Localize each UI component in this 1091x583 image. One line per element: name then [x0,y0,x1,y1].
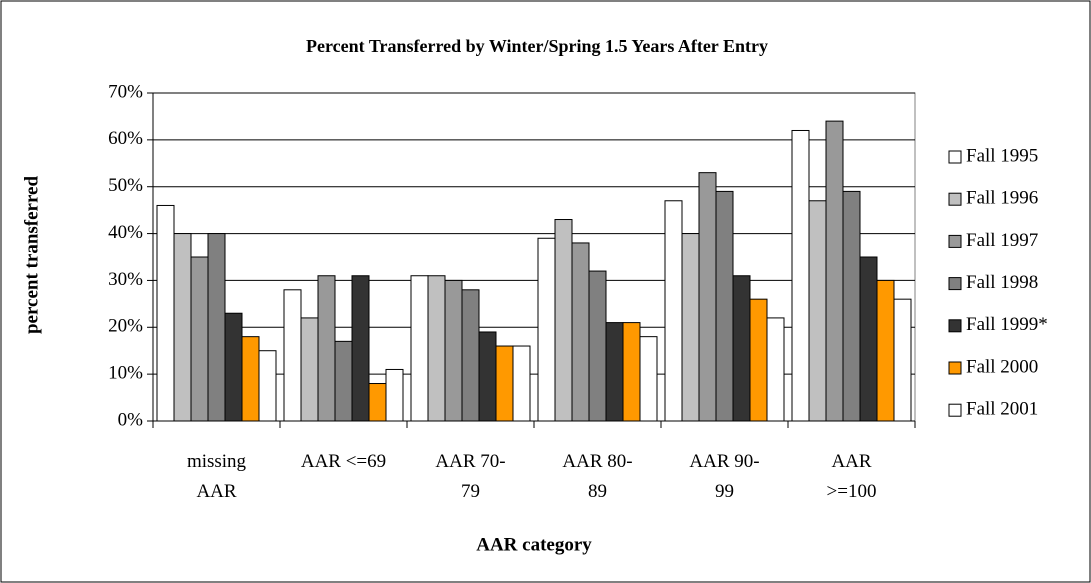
y-tick-label: 40% [108,222,143,243]
bar [554,219,573,422]
legend-label: Fall 1996 [966,188,1038,209]
bar [410,275,429,422]
bar [368,383,387,422]
y-axis-label: percent transferred [21,176,42,335]
bar [766,317,785,422]
x-tick-label: AAR 90-99 [689,451,760,502]
legend-label: Fall 1998 [966,272,1038,293]
x-tick-label: AAR <=69 [300,451,387,472]
bar [825,120,844,422]
legend-label: Fall 2001 [966,399,1038,420]
bar [681,233,700,422]
bar [537,237,556,422]
legend-swatch [948,319,962,333]
bar [571,242,590,422]
x-axis-label: AAR category [476,534,592,555]
bar [334,340,353,422]
bar [791,129,810,422]
y-tick-label: 70% [108,81,143,102]
bar [258,350,277,422]
bar [664,200,683,422]
bar [876,279,895,422]
bar [156,204,175,422]
legend-label: Fall 2000 [966,356,1038,377]
bar [495,345,514,422]
y-tick-label: 20% [108,316,143,337]
bar [893,298,912,422]
bar [283,289,302,422]
y-tick-label: 10% [108,363,143,384]
y-tick-label: 30% [108,269,143,290]
bar [605,322,624,422]
bar [639,336,658,422]
legend-label: Fall 1999* [966,314,1048,335]
chart-title: Percent Transferred by Winter/Spring 1.5… [306,36,768,56]
bar [300,317,319,422]
bar [622,322,641,422]
bar [385,368,404,422]
bar [808,200,827,422]
y-tick-label: 0% [118,409,144,430]
bar [478,331,497,422]
bar [444,279,463,422]
bar [317,275,336,422]
legend-swatch [948,277,962,291]
bar [842,190,861,422]
legend-swatch [948,361,962,375]
legend-swatch [948,192,962,206]
bar [749,298,768,422]
legend-label: Fall 1995 [966,145,1038,166]
legend-swatch [948,234,962,248]
bar [224,312,243,422]
plot-area [152,92,916,422]
bar [512,345,531,422]
bar [241,336,260,422]
bar [427,275,446,422]
bar [732,275,751,422]
legend-swatch [948,150,962,164]
x-tick-label: AAR >=100 [826,451,877,502]
bar [461,289,480,422]
y-tick-label: 60% [108,128,143,149]
bar [207,233,226,422]
x-tick-label: AAR 80-89 [562,451,633,502]
bar [715,190,734,422]
bar [859,256,878,422]
bar [173,233,192,422]
y-tick-label: 50% [108,175,143,196]
bar [351,275,370,422]
bar [588,270,607,422]
bar [698,172,717,422]
x-tick-label: missing AAR [186,451,247,502]
x-tick-label: AAR 70-79 [435,451,506,502]
legend-label: Fall 1997 [966,230,1038,251]
bar [190,256,209,422]
legend-swatch [948,403,962,417]
